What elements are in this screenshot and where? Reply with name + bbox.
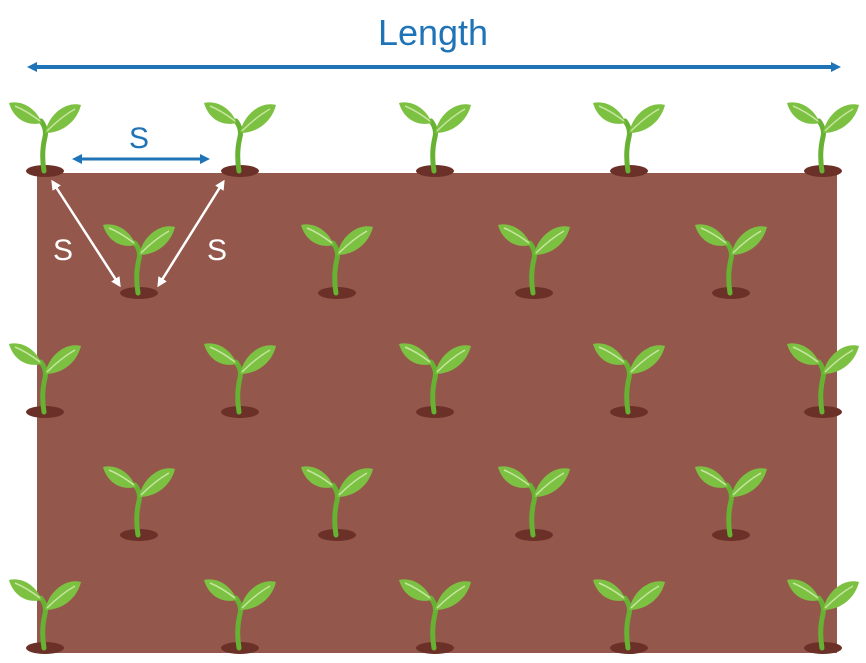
seedling-icon	[498, 466, 570, 541]
seedling-icon	[9, 343, 81, 418]
seedling-icon	[301, 224, 373, 299]
seedling-icon	[787, 579, 859, 654]
seedling-icon	[399, 343, 471, 418]
seedling-icon	[787, 102, 859, 177]
diagonal-spacing-arrow-left	[51, 179, 121, 288]
seedling-icon	[9, 102, 81, 177]
seedling-icon	[695, 224, 767, 299]
diagonal-spacing-label-right: S	[207, 234, 227, 267]
seedling-icon	[301, 466, 373, 541]
seedling-icon	[593, 343, 665, 418]
seedling-icon	[593, 579, 665, 654]
seedling-icon	[695, 466, 767, 541]
seedling-icon	[399, 102, 471, 177]
seedling-icon	[399, 579, 471, 654]
seedling-icon	[204, 343, 276, 418]
diagonal-spacing-label-left: S	[53, 234, 73, 267]
seedling-icon	[9, 579, 81, 654]
seedling-icon	[787, 343, 859, 418]
seedling-icon	[593, 102, 665, 177]
seedling-icon	[103, 466, 175, 541]
length-label: Length	[378, 12, 488, 53]
plant-grid	[9, 102, 859, 654]
seedling-icon	[498, 224, 570, 299]
seedling-icon	[204, 102, 276, 177]
seedling-icon	[204, 579, 276, 654]
spacing-label: S	[129, 122, 149, 155]
diagonal-spacing-arrow-right	[157, 179, 225, 288]
